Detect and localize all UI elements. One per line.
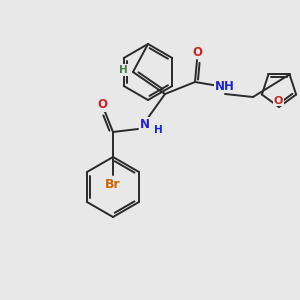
Text: H: H [154, 125, 162, 135]
Text: O: O [97, 98, 107, 112]
Text: N: N [140, 118, 150, 130]
Text: O: O [274, 96, 283, 106]
Text: Br: Br [105, 178, 121, 191]
Text: NH: NH [215, 80, 235, 92]
Text: O: O [192, 46, 202, 59]
Text: H: H [118, 65, 127, 75]
